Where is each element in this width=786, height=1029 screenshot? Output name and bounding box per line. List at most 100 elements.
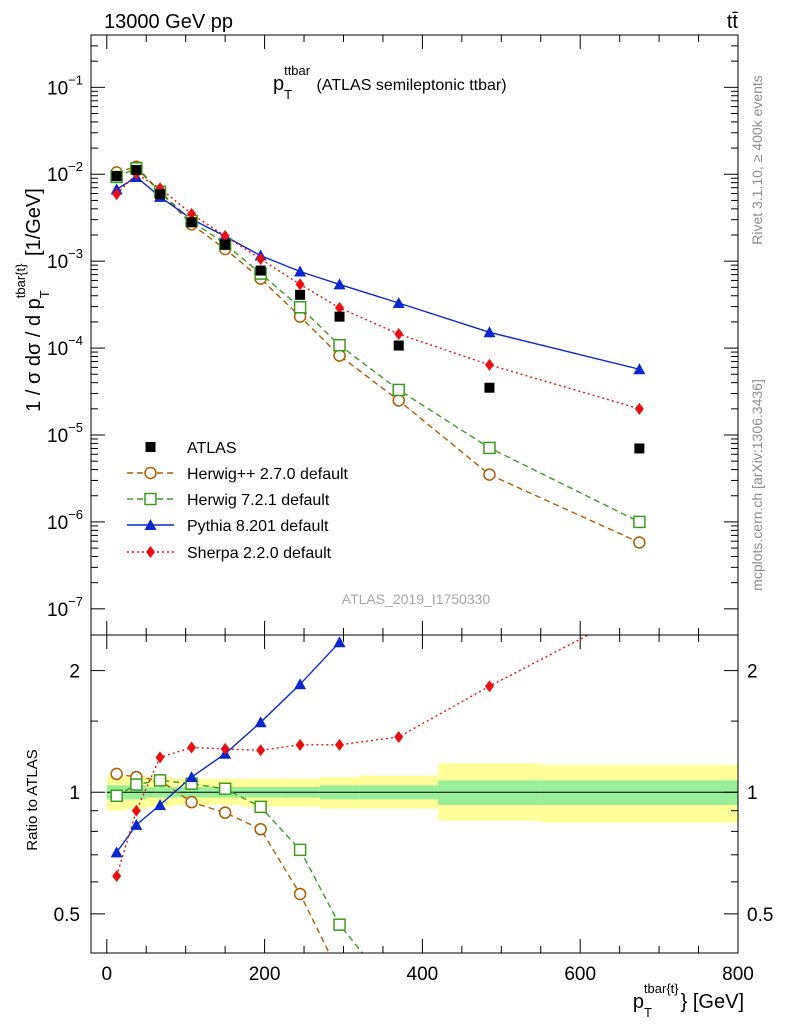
ratio-series-2-point	[333, 636, 346, 648]
atlas-data-point	[186, 217, 197, 228]
legend: ATLAS Herwig++ 2.7.0 default Herwig 7.2.1 …	[127, 440, 349, 562]
ratio-series-3-point	[131, 804, 141, 817]
xtick-label: 200	[249, 964, 281, 985]
ylabel-main: 1 / σ dσ / d p	[23, 298, 45, 412]
legend-label-1: Herwig 7.2.1 default	[187, 492, 330, 509]
ratio-ytick-label-right: 1	[747, 783, 758, 804]
xlabel-main: p	[633, 991, 644, 1013]
ratio-series-2-point	[130, 818, 143, 830]
legend-label-3: Sherpa 2.2.0 default	[187, 545, 332, 562]
header-process-label: tt̄	[727, 11, 739, 33]
ratio-ytick-label: 1	[69, 783, 80, 804]
atlas-data-point	[295, 289, 306, 300]
xlabel-subscript: T	[644, 1005, 652, 1020]
rivet-version-label: Rivet 3.1.10, ≥ 400k events	[749, 75, 765, 245]
main-series-3-point	[295, 278, 305, 291]
main-series-3-point	[484, 358, 494, 371]
atlas-data-point	[634, 443, 645, 454]
main-series-2-point	[633, 363, 646, 375]
ratio-series-1-point	[110, 789, 123, 803]
ratio-ylabel: Ratio to ATLAS	[24, 749, 41, 850]
ratio-series-2-point	[254, 716, 267, 728]
ratio-series-2-point	[294, 678, 307, 690]
ratio-series-3-point	[295, 738, 305, 751]
title-rest: (ATLAS semileptonic ttbar)	[312, 77, 506, 94]
xlabel-rest: } [GeV]	[681, 991, 744, 1013]
main-ytick-label: 10−6	[47, 507, 83, 534]
main-ytick-label: 10−5	[47, 420, 83, 447]
main-series-1-point	[633, 515, 646, 529]
atlas-data-point	[111, 171, 122, 182]
ratio-series-line-0	[116, 773, 330, 953]
atlas-data-point	[131, 164, 142, 175]
main-series-1-point	[333, 338, 346, 352]
legend-marker-2	[144, 519, 157, 530]
ratio-series-3-point	[220, 742, 230, 755]
ratio-series-3-point	[256, 744, 266, 757]
ratio-panel: 0.5 0.5 1 1 2 2 0 200 400 600 800 Ratio to ATLAS p…	[24, 634, 773, 1020]
atlas-data-point	[393, 340, 404, 351]
main-series-3-point	[112, 188, 122, 201]
ratio-axis-ticks: 0.5 0.5 1 1 2 2 0 200 400 600 800	[54, 635, 773, 985]
ratio-series-2-point	[154, 798, 167, 810]
legend-marker-1	[144, 492, 157, 506]
main-ytick-label: 10−2	[47, 159, 83, 186]
xlabel: pTtbar{t}} [GeV]	[633, 981, 744, 1020]
main-series-2-point	[392, 297, 405, 309]
ratio-series-1-point	[293, 843, 307, 857]
main-series-3-point	[220, 229, 230, 242]
main-ylabel: 1 / σ dσ / d pTtbar{t} [1/GeV]	[13, 188, 52, 412]
atlas-data-point	[155, 189, 166, 200]
ylabel-rest: [1/GeV]	[23, 188, 45, 261]
ylabel-subscript: T	[37, 290, 52, 298]
xtick-label: 600	[564, 964, 596, 985]
main-series-2-point	[294, 265, 307, 277]
ratio-ytick-label-right: 2	[747, 662, 758, 683]
ratio-series-1-point	[254, 800, 267, 814]
legend-atlas-label: ATLAS	[187, 440, 237, 457]
xtick-label: 0	[101, 964, 112, 985]
main-series-2-point	[483, 326, 496, 338]
atlas-data-point	[334, 311, 345, 322]
legend-marker-3	[146, 546, 155, 558]
ratio-series-1-point	[130, 778, 143, 791]
xtick-label: 400	[407, 964, 439, 985]
main-ytick-label: 10−3	[47, 246, 83, 273]
xtick-label: 800	[722, 964, 754, 985]
ratio-ytick-label-right: 0.5	[747, 905, 773, 926]
ratio-series-2-point	[185, 771, 198, 783]
atlas-data-point	[220, 239, 231, 250]
main-series-3-point	[394, 328, 404, 341]
main-series-3-point	[335, 301, 345, 314]
ratio-frame	[90, 634, 739, 954]
ratio-series-0-point	[110, 767, 123, 781]
title-subscript: T	[284, 87, 292, 102]
main-series-0-point	[633, 536, 646, 549]
main-series-0-point	[483, 468, 496, 481]
legend-atlas-marker	[145, 442, 156, 452]
ratio-series-line-2	[116, 641, 341, 853]
main-title: pTttbar (ATLAS semileptonic ttbar)	[273, 63, 507, 102]
ratio-ytick-label: 0.5	[54, 905, 80, 926]
main-series-2-point	[333, 278, 346, 290]
main-axis-ticks: 10−7 10−6 10−5 10−4 10−3 10−2 10−1	[47, 34, 739, 635]
main-ytick-label: 10−1	[47, 72, 83, 99]
main-series-0-point	[392, 394, 405, 407]
ratio-series-1-point	[218, 782, 232, 796]
ratio-series-3-point	[394, 730, 404, 743]
main-series-line-3	[116, 173, 640, 410]
ratio-series-0-point	[254, 822, 267, 836]
main-ytick-label: 10−7	[47, 594, 83, 621]
main-series-3-point	[256, 252, 266, 265]
title-p: p	[273, 73, 284, 95]
main-panel: 10−710−610−510−410−310−210−1 pTttbar (AT…	[13, 34, 739, 636]
main-series-3-point	[634, 402, 644, 415]
main-series-3-point	[187, 207, 197, 220]
title-superscript: ttbar	[284, 63, 311, 78]
atlas-data-point	[484, 382, 495, 393]
main-ytick-label: 10−4	[47, 333, 83, 360]
ratio-series-1-point	[333, 918, 346, 931]
main-series-1-point	[392, 383, 405, 397]
